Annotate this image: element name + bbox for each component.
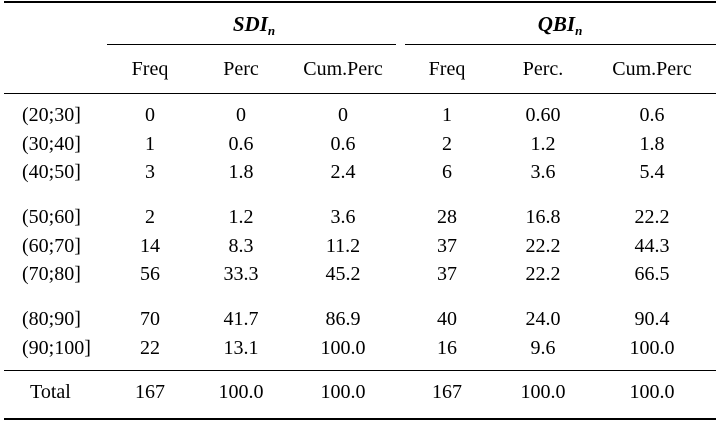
table-cell: 22 xyxy=(140,337,160,359)
col-header: Perc. xyxy=(522,58,564,80)
row-label: (60;70] xyxy=(22,235,81,257)
table-cell: 100.0 xyxy=(520,381,566,403)
col-header: Cum.Perc xyxy=(303,58,383,80)
table-cell: 1 xyxy=(442,104,452,126)
table-cell: 37 xyxy=(437,235,457,257)
table-cell: 44.3 xyxy=(634,235,670,257)
table-cell: 0.6 xyxy=(639,104,665,126)
table-cell: 100.0 xyxy=(218,381,264,403)
table-cell: 100.0 xyxy=(320,381,366,403)
table-cell: 56 xyxy=(140,263,160,285)
table-cell: 3 xyxy=(145,161,155,183)
table-cell: 22.2 xyxy=(525,263,561,285)
total-label: Total xyxy=(30,381,71,403)
table-cell: 0.6 xyxy=(330,133,356,155)
total-rule xyxy=(4,370,716,371)
table-cell: 22.2 xyxy=(634,206,670,228)
table-cell: 41.7 xyxy=(223,308,259,330)
table-cell: 1.2 xyxy=(228,206,254,228)
table-cell: 0 xyxy=(236,104,246,126)
bottom-rule xyxy=(4,418,716,420)
table-cell: 0 xyxy=(145,104,155,126)
group-title-sdi: SDIn xyxy=(232,12,276,38)
table-cell: 45.2 xyxy=(325,263,361,285)
table-cell: 167 xyxy=(432,381,462,403)
table-cell: 3.6 xyxy=(330,206,356,228)
col-header: Cum.Perc xyxy=(612,58,692,80)
table-cell: 70 xyxy=(140,308,160,330)
group-rule-sdi xyxy=(107,44,396,45)
table-cell: 100.0 xyxy=(629,381,675,403)
table-cell: 5.4 xyxy=(639,161,665,183)
group-rule-qbi xyxy=(405,44,716,45)
table-cell: 86.9 xyxy=(325,308,361,330)
row-label: (20;30] xyxy=(22,104,81,126)
group-title-qbi: QBIn xyxy=(537,12,583,38)
table-cell: 100.0 xyxy=(629,337,675,359)
header-rule xyxy=(4,93,716,94)
row-label: (50;60] xyxy=(22,206,81,228)
row-label: (90;100] xyxy=(22,337,91,359)
table-cell: 3.6 xyxy=(530,161,556,183)
table-cell: 90.4 xyxy=(634,308,670,330)
table-cell: 11.2 xyxy=(325,235,361,257)
col-header: Freq xyxy=(428,58,466,80)
table-cell: 8.3 xyxy=(228,235,254,257)
row-label: (70;80] xyxy=(22,263,81,285)
table-cell: 22.2 xyxy=(525,235,561,257)
table-cell: 28 xyxy=(437,206,457,228)
row-label: (40;50] xyxy=(22,161,81,183)
table-cell: 2 xyxy=(145,206,155,228)
table-cell: 2 xyxy=(442,133,452,155)
table-cell: 167 xyxy=(135,381,165,403)
table-cell: 13.1 xyxy=(223,337,259,359)
row-label: (30;40] xyxy=(22,133,81,155)
table-cell: 33.3 xyxy=(223,263,259,285)
table-cell: 1.8 xyxy=(228,161,254,183)
table-cell: 0.6 xyxy=(228,133,254,155)
table-cell: 2.4 xyxy=(330,161,356,183)
table-cell: 0.60 xyxy=(525,104,561,126)
table-cell: 9.6 xyxy=(530,337,556,359)
top-rule xyxy=(4,1,716,3)
table-cell: 1.2 xyxy=(530,133,556,155)
table-cell: 37 xyxy=(437,263,457,285)
col-header: Perc xyxy=(223,58,259,80)
col-header: Freq xyxy=(131,58,169,80)
row-label: (80;90] xyxy=(22,308,81,330)
table-cell: 66.5 xyxy=(634,263,670,285)
table-cell: 14 xyxy=(140,235,160,257)
table-cell: 16 xyxy=(437,337,457,359)
table-cell: 100.0 xyxy=(320,337,366,359)
table-cell: 1.8 xyxy=(639,133,665,155)
table-cell: 1 xyxy=(145,133,155,155)
table-cell: 24.0 xyxy=(525,308,561,330)
table-cell: 40 xyxy=(437,308,457,330)
table-cell: 0 xyxy=(338,104,348,126)
table-cell: 16.8 xyxy=(525,206,561,228)
table-cell: 6 xyxy=(442,161,452,183)
